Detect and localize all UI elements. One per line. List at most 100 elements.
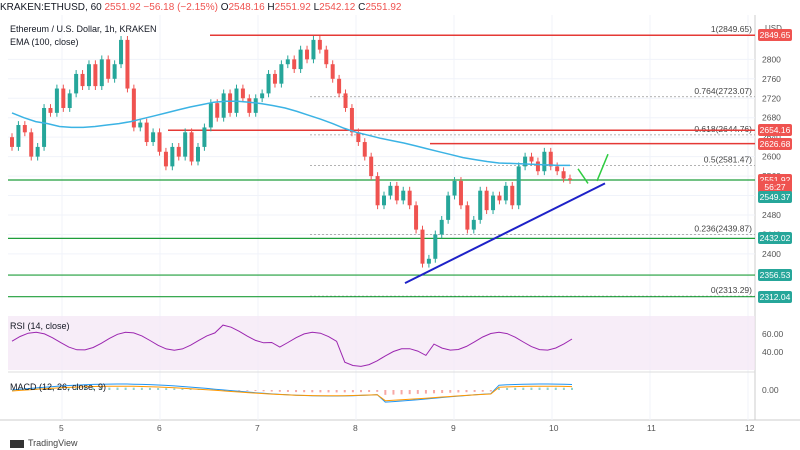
- candle-body: [375, 176, 380, 206]
- candle-body: [503, 185, 508, 201]
- candle-body: [407, 190, 412, 206]
- y-tick-label: 2480: [762, 210, 781, 220]
- candle-body: [382, 195, 386, 206]
- close-value: 2551.92: [365, 2, 402, 13]
- y-tick-label: 2760: [762, 74, 781, 84]
- candle-body: [324, 49, 329, 65]
- candle-body: [548, 151, 553, 167]
- candle-body: [170, 146, 175, 167]
- candle-body: [452, 180, 457, 196]
- candle-body: [568, 178, 572, 180]
- candle-body: [10, 137, 14, 147]
- candle-body: [465, 205, 470, 230]
- fib-level-label: 1(2849.65): [711, 24, 752, 34]
- candle-body: [22, 125, 27, 133]
- candle-body: [529, 156, 534, 162]
- candle-body: [253, 98, 258, 113]
- candle-body: [74, 73, 79, 94]
- candle-body: [183, 132, 188, 157]
- candle-body: [446, 195, 451, 220]
- candle-body: [298, 49, 303, 70]
- candle-body: [247, 98, 252, 113]
- open-label: O: [220, 2, 229, 13]
- candle-body: [414, 205, 419, 230]
- y-tick-label: 2640: [762, 132, 781, 142]
- price-tag: 2626.68: [758, 137, 792, 150]
- candle-body: [48, 107, 53, 113]
- price-chart[interactable]: 2400244024802520256026002640268027202760…: [0, 15, 800, 435]
- candle-body: [337, 78, 342, 94]
- fib-level-label: 0.764(2723.07): [694, 86, 752, 96]
- candle-body: [119, 39, 124, 65]
- candle-body: [29, 132, 34, 157]
- symbol-label[interactable]: KRAKEN:ETHUSD, 60: [0, 2, 102, 13]
- rsi-band: [8, 316, 755, 370]
- candle-body: [86, 64, 91, 87]
- candle-body: [510, 185, 515, 206]
- candle-body: [176, 146, 181, 157]
- candle-body: [61, 88, 66, 108]
- candle-body: [471, 219, 476, 230]
- candle-body: [484, 190, 489, 211]
- candle-body: [343, 93, 348, 108]
- candle-body: [535, 161, 540, 172]
- candle-body: [189, 132, 194, 162]
- candle-body: [561, 171, 566, 179]
- candle-body: [292, 59, 297, 70]
- candle-body: [311, 39, 316, 60]
- price-tag: 2312.04: [758, 290, 792, 303]
- price-tag: 2356.53: [758, 269, 792, 282]
- candle-body: [163, 151, 168, 167]
- candle-body: [99, 59, 104, 87]
- low-value: 2542.12: [319, 2, 356, 13]
- candle-body: [497, 195, 502, 201]
- candle-body: [491, 195, 496, 211]
- y-tick-label: 2800: [762, 54, 781, 64]
- price-tag: 2849.65: [758, 29, 792, 42]
- price-change: −56.18 (−2.15%): [143, 2, 218, 13]
- macd-tick-label: 0.00: [762, 385, 779, 395]
- candle-body: [157, 132, 162, 152]
- rsi-tick-label: 60.00: [762, 329, 784, 339]
- footer: TradingView: [0, 437, 800, 450]
- candle-body: [305, 49, 310, 60]
- candle-body: [266, 73, 271, 94]
- fib-level-label: 0.236(2439.87): [694, 224, 752, 234]
- candle-body: [80, 73, 85, 87]
- candle-body: [349, 107, 354, 133]
- candle-body: [542, 151, 547, 172]
- candle-body: [369, 156, 374, 177]
- fib-level-label: 0.618(2644.76): [694, 124, 752, 134]
- candle-body: [151, 132, 156, 143]
- macd-legend: MACD (12, 26, close, 9): [10, 382, 107, 392]
- fib-level-label: 0(2313.29): [711, 285, 752, 295]
- candle-body: [112, 64, 117, 79]
- candle-body: [523, 156, 528, 167]
- y-tick-label: 2680: [762, 113, 781, 123]
- high-value: 2551.92: [274, 2, 311, 13]
- candle-body: [202, 127, 207, 147]
- x-tick-label: 10: [549, 423, 559, 433]
- candle-body: [478, 190, 483, 220]
- x-tick-label: 5: [59, 423, 64, 433]
- chart-title: Ethereum / U.S. Dollar, 1h, KRAKEN: [10, 24, 157, 34]
- y-tick-label: 2600: [762, 152, 781, 162]
- candle-body: [272, 73, 277, 84]
- x-tick-label: 6: [157, 423, 162, 433]
- candle-body: [401, 190, 406, 201]
- candle-body: [433, 234, 438, 259]
- candle-body: [458, 180, 463, 206]
- x-tick-label: 7: [255, 423, 260, 433]
- open-value: 2548.16: [228, 2, 265, 13]
- close-label: C: [358, 2, 366, 13]
- last-price: 2551.92: [104, 2, 141, 13]
- candle-body: [42, 107, 47, 147]
- signal-line: [11, 385, 573, 402]
- tradingview-logo-icon: [10, 439, 24, 448]
- candle-body: [330, 64, 335, 79]
- candle-body: [356, 132, 361, 143]
- candle-body: [144, 122, 149, 143]
- x-tick-label: 12: [745, 423, 755, 433]
- candle-body: [67, 93, 72, 108]
- price-tag: 2549.37: [758, 191, 792, 204]
